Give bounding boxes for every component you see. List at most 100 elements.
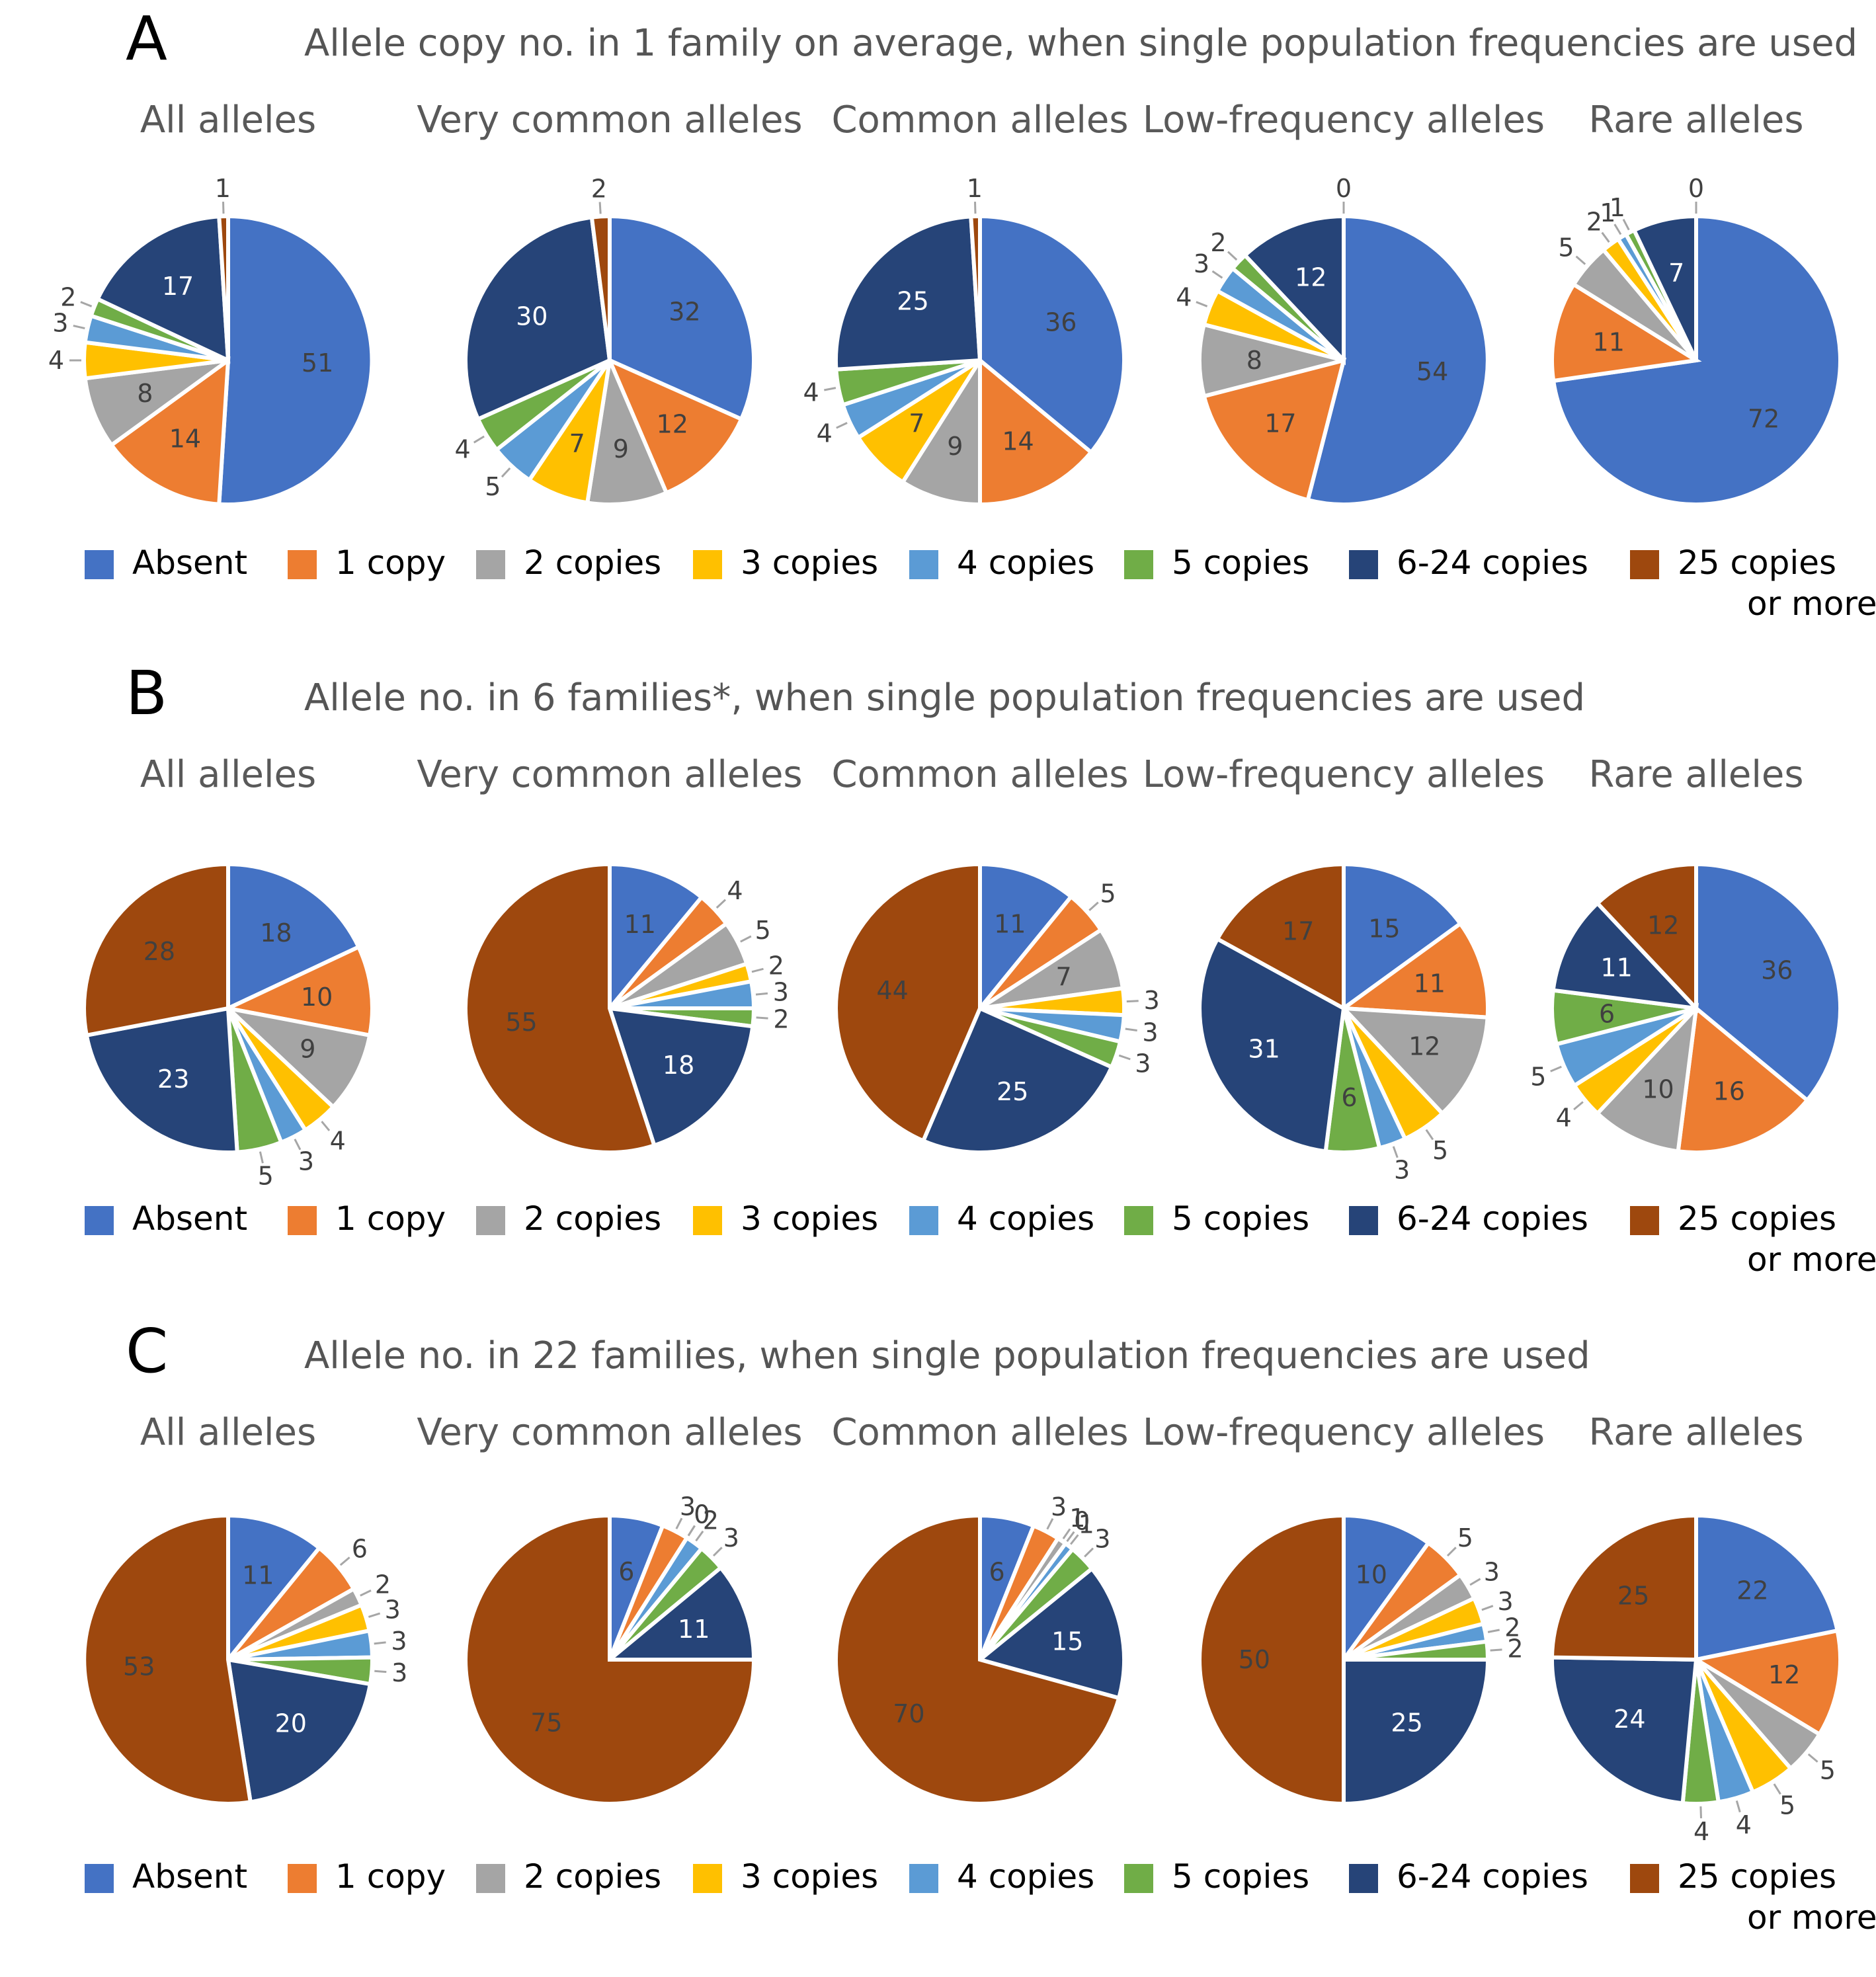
data-label-1-copy: 5 — [1457, 1523, 1473, 1553]
legend-swatch-4-copies — [909, 550, 938, 579]
data-label-6-24-copies: 23 — [157, 1065, 189, 1094]
leader-line — [712, 1547, 723, 1557]
data-label-1-copy: 3 — [680, 1492, 696, 1521]
legend-label: 6-24 copies — [1397, 1857, 1588, 1896]
pie-title: Common alleles — [831, 1411, 1128, 1454]
leader-line — [1573, 1101, 1584, 1111]
data-label-6-24-copies: 25 — [1391, 1709, 1422, 1738]
data-label-4-copies: 5 — [1530, 1062, 1546, 1091]
legend-label: 25 copies — [1678, 1857, 1836, 1896]
data-label-6-24-copies: 25 — [997, 1077, 1028, 1106]
legend-swatch-1-copy — [288, 1206, 317, 1235]
legend-swatch-5-copies — [1124, 1206, 1153, 1235]
data-label-3-copies: 4 — [1556, 1104, 1572, 1133]
pie-slice-absent — [1342, 862, 1463, 1012]
pie-slice-absent — [608, 862, 705, 1014]
data-label-3-copies: 4 — [1176, 282, 1192, 311]
pie-slice-25-copies-or-more — [82, 862, 230, 1038]
leader-line — [1446, 1547, 1457, 1557]
pie-slice-25-copies-or-more — [217, 214, 230, 361]
leader-line — [1487, 1629, 1500, 1633]
pie-slice-6-24-copies — [95, 214, 231, 364]
data-label-25-copies-or-more: 25 — [1617, 1582, 1649, 1611]
leader-line — [1062, 1528, 1071, 1539]
data-label-25-copies-or-more: 17 — [1282, 917, 1314, 946]
legend-swatch-2-copies — [476, 1864, 505, 1893]
data-label-5-copies: 1 — [1610, 193, 1625, 222]
pie-title: Very common alleles — [417, 1411, 802, 1454]
panel-letter: A — [126, 3, 167, 74]
data-label-6-24-copies: 17 — [162, 272, 194, 301]
data-label-absent: 18 — [260, 918, 292, 948]
pie-a-common-alleles: Common alleles 36 14 97 4 4 25 1 — [803, 99, 1129, 507]
pie-slice-6-24-copies — [1342, 1658, 1490, 1806]
pie-slice-6-24-copies — [1631, 214, 1698, 362]
legend-label: 6-24 copies — [1397, 1199, 1588, 1238]
leader-line — [1481, 1605, 1494, 1611]
data-label-1-copy: 17 — [1264, 409, 1296, 438]
legend-label: 3 copies — [741, 544, 878, 582]
data-label-3-copies: 4 — [330, 1126, 346, 1155]
data-label-absent: 11 — [242, 1561, 274, 1590]
data-label-5-copies: 3 — [1135, 1049, 1151, 1078]
data-label-5-copies: 2 — [60, 282, 76, 311]
leader-line — [374, 1670, 387, 1674]
leader-line — [1392, 1146, 1399, 1158]
panel-letter: B — [126, 658, 167, 729]
data-label-4-copies: 1 — [1079, 1510, 1094, 1539]
data-label-absent: 15 — [1368, 914, 1400, 944]
data-label-5-copies: 6 — [1341, 1083, 1357, 1112]
pie-slice-25-copies-or-more — [1549, 1513, 1698, 1662]
legend: Absent 1 copy 2 copies 3 copies 4 copies 5 co… — [85, 544, 1876, 623]
pie-a-all-alleles: All alleles 51 14 8 4 32 17 1 — [48, 99, 374, 506]
legend-label: 5 copies — [1172, 1199, 1309, 1238]
legend: Absent 1 copy 2 copies 3 copies 4 copies 5 co… — [85, 1857, 1876, 1937]
data-label-6-24-copies: 11 — [1600, 953, 1632, 983]
leader-line — [1601, 231, 1610, 243]
panel-letter: C — [126, 1316, 168, 1387]
leader-line — [73, 325, 85, 330]
data-label-1-copy: 5 — [1100, 879, 1116, 908]
legend-label: 25 copies — [1678, 1199, 1836, 1238]
data-label-absent: 6 — [989, 1557, 1005, 1586]
data-label-4-copies: 4 — [1736, 1810, 1752, 1839]
data-label-2-copies: 5 — [1558, 233, 1574, 262]
pie-title: Common alleles — [831, 753, 1128, 796]
legend-label: 3 copies — [741, 1857, 878, 1896]
legend-swatch-3-copies — [693, 1206, 722, 1235]
data-label-1-copy: 14 — [1002, 426, 1034, 456]
leader-line — [1046, 1518, 1054, 1530]
data-label-3-copies: 5 — [1432, 1136, 1448, 1165]
legend-swatch-1-copy — [288, 550, 317, 579]
legend-swatch-3-copies — [693, 550, 722, 579]
legend-swatch-2-copies — [476, 1206, 505, 1235]
pie-slice-1-copy — [1338, 920, 1490, 1020]
pie-c-common-alleles: Common alleles 6 3 101 3 15 70 — [831, 1411, 1129, 1806]
pie-title: Low-frequency alleles — [1143, 1411, 1545, 1454]
data-label-4-copies: 3 — [1394, 1156, 1410, 1185]
data-label-1-copy: 12 — [657, 409, 688, 438]
data-label-absent: 11 — [994, 910, 1026, 939]
pie-slice-absent — [1694, 1513, 1840, 1662]
data-label-5-copies: 4 — [455, 435, 471, 464]
data-label-4-copies: 3 — [391, 1627, 407, 1656]
data-label-25-copies-or-more: 0 — [1688, 174, 1704, 203]
legend-swatch-6-24-copies — [1349, 1206, 1378, 1235]
data-label-3-copies: 0 — [694, 1500, 710, 1529]
data-label-3-copies: 3 — [1144, 986, 1160, 1015]
data-label-3-copies: 2 — [1586, 208, 1602, 237]
data-label-3-copies: 3 — [1498, 1587, 1514, 1616]
data-label-6-24-copies: 11 — [678, 1615, 710, 1644]
pie-slice-25-copies-or-more — [834, 862, 982, 1144]
pie-slice-1-copy — [978, 356, 1094, 507]
data-label-5-copies: 3 — [391, 1658, 407, 1687]
pie-slice-1-copy — [606, 356, 745, 496]
data-label-1-copy: 10 — [301, 983, 333, 1012]
pie-b-very-common-alleles: Very common alleles 11 45 232 18 55 — [417, 753, 803, 1154]
pie-slice-6-24-copies — [975, 1566, 1126, 1701]
data-label-absent: 6 — [618, 1557, 634, 1586]
leader-line — [715, 899, 727, 909]
legend-label: Absent — [132, 1857, 247, 1896]
